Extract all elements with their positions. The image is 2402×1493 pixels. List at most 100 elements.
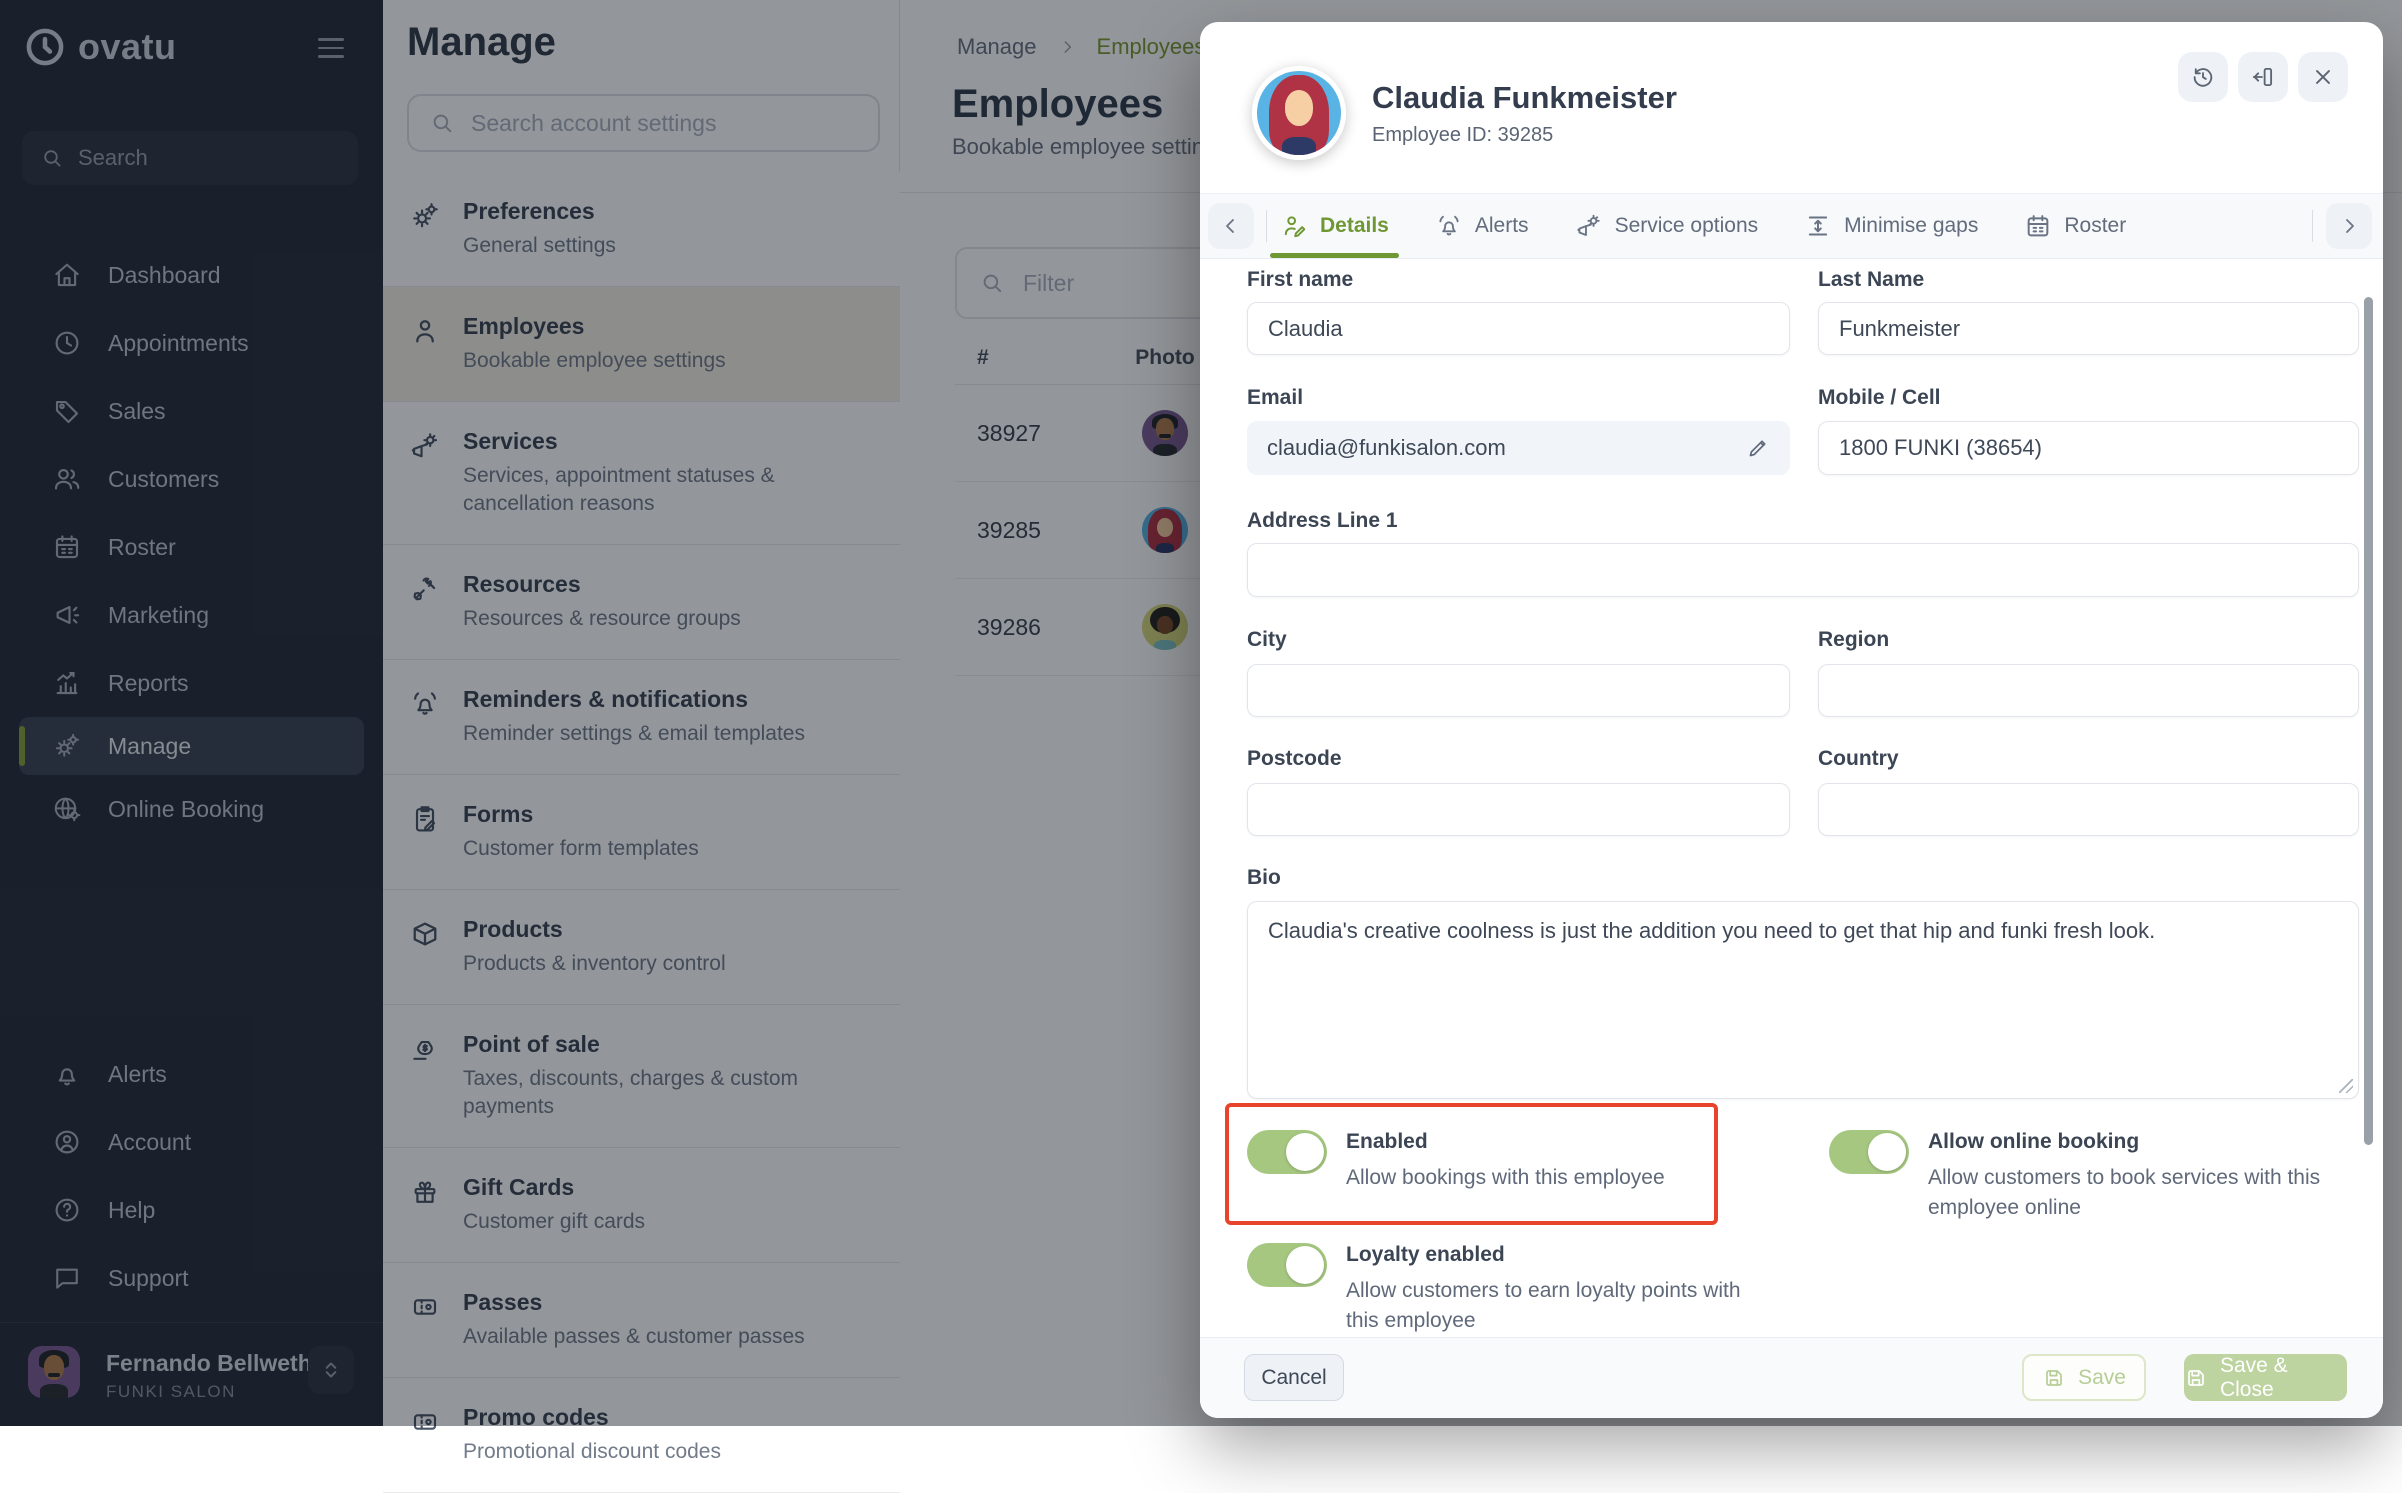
sidebar-item-account[interactable]: Account: [0, 1108, 383, 1176]
bio-textarea[interactable]: Claudia's creative coolness is just the …: [1247, 901, 2359, 1099]
sidebar-item-roster[interactable]: Roster: [0, 513, 383, 581]
city-input[interactable]: [1247, 664, 1790, 717]
city-label: City: [1247, 628, 1287, 651]
tab-minimise-gaps[interactable]: Minimise gaps: [1804, 194, 1978, 258]
sidebar-item-label: Customers: [108, 465, 220, 492]
close-modal-button[interactable]: [2298, 52, 2348, 102]
compress-icon: [1804, 212, 1832, 240]
tab-service-options[interactable]: Service options: [1575, 194, 1758, 258]
settings-item-subtitle: General settings: [463, 234, 616, 257]
toggle-subtitle: Allow bookings with this employee: [1346, 1166, 1665, 1189]
user-profile[interactable]: Fernando Bellwether FUNKI SALON: [0, 1340, 383, 1416]
settings-item-resources[interactable]: Resources Resources & resource groups: [383, 545, 900, 660]
floppy-icon: [2042, 1366, 2066, 1390]
cancel-button[interactable]: Cancel: [1244, 1354, 1344, 1401]
sidebar-item-customers[interactable]: Customers: [0, 445, 383, 513]
sidebar-footer-nav: Alerts Account Help Support: [0, 1040, 383, 1312]
settings-item-reminders[interactable]: Reminders & notifications Reminder setti…: [383, 660, 900, 775]
avatar: [28, 1346, 80, 1398]
tab-roster[interactable]: Roster: [2024, 194, 2126, 258]
allow-online-booking-toggle[interactable]: [1829, 1130, 1909, 1174]
chevron-left-icon: [1219, 214, 1243, 238]
hamburger-menu-icon[interactable]: [318, 38, 344, 58]
sidebar-item-sales[interactable]: Sales: [0, 377, 383, 445]
edit-pencil-icon[interactable]: [1746, 436, 1770, 460]
sidebar-item-alerts[interactable]: Alerts: [0, 1040, 383, 1108]
enabled-toggle[interactable]: [1247, 1130, 1327, 1174]
settings-item-point-of-sale[interactable]: Point of sale Taxes, discounts, charges …: [383, 1005, 900, 1148]
resize-handle[interactable]: [2339, 1079, 2353, 1093]
tab-label: Roster: [2064, 214, 2127, 237]
history-button[interactable]: [2178, 52, 2228, 102]
sidebar-item-online-booking[interactable]: Online Booking: [0, 775, 383, 843]
breadcrumb-manage[interactable]: Manage: [957, 34, 1037, 59]
save-and-close-button[interactable]: Save & Close: [2184, 1354, 2347, 1401]
employee-photo: [1142, 410, 1188, 456]
sidebar-item-support[interactable]: Support: [0, 1244, 383, 1312]
tab-details[interactable]: Details: [1270, 194, 1399, 258]
sidebar-item-manage[interactable]: Manage: [19, 717, 364, 775]
breadcrumb: Manage Employees: [957, 34, 1205, 60]
settings-item-subtitle: Customer gift cards: [463, 1210, 646, 1233]
postcode-input[interactable]: [1247, 783, 1790, 836]
breadcrumb-employees[interactable]: Employees: [1096, 34, 1206, 59]
sidebar-item-reports[interactable]: Reports: [0, 649, 383, 717]
settings-item-title: Gift Cards: [463, 1174, 575, 1200]
modal-footer: Cancel Save Save & Close: [1200, 1337, 2383, 1418]
account-settings-search-input[interactable]: Search account settings: [407, 94, 880, 152]
last-name-input[interactable]: [1818, 302, 2359, 355]
sidebar-item-dashboard[interactable]: Dashboard: [0, 241, 383, 309]
sidebar-item-label: Alerts: [108, 1060, 167, 1087]
sidebar-item-label: Manage: [108, 732, 192, 759]
settings-item-services[interactable]: Services Services, appointment statuses …: [383, 402, 900, 545]
collapse-panel-button[interactable]: [2238, 52, 2288, 102]
region-input[interactable]: [1818, 664, 2359, 717]
address1-input[interactable]: [1247, 543, 2359, 597]
settings-item-products[interactable]: Products Products & inventory control: [383, 890, 900, 1005]
sidebar-item-label: Appointments: [108, 329, 249, 356]
page-subtitle: Bookable employee settings: [952, 134, 1228, 159]
tab-label: Alerts: [1474, 214, 1529, 237]
settings-item-forms[interactable]: Forms Customer form templates: [383, 775, 900, 890]
modal-scrollbar[interactable]: [2364, 297, 2373, 1145]
column-id: #: [977, 346, 989, 369]
mobile-input[interactable]: [1818, 421, 2359, 475]
tab-alerts[interactable]: Alerts: [1435, 194, 1529, 258]
ovatu-logo[interactable]: ovatu: [24, 26, 177, 68]
bio-label: Bio: [1247, 866, 1281, 889]
settings-item-subtitle: Available passes & customer passes: [463, 1325, 805, 1348]
loyalty-enabled-toggle[interactable]: [1247, 1243, 1327, 1287]
sidebar-item-marketing[interactable]: Marketing: [0, 581, 383, 649]
sidebar-item-appointments[interactable]: Appointments: [0, 309, 383, 377]
profile-switcher-button[interactable]: [308, 1346, 354, 1394]
settings-item-title: Passes: [463, 1289, 543, 1315]
employee-name: Claudia Funkmeister: [1372, 80, 1677, 115]
tabs-scroll-left-button[interactable]: [1208, 203, 1254, 249]
tabs-scroll-right-button[interactable]: [2326, 203, 2372, 249]
employee-id-cell: 39285: [977, 516, 1041, 543]
save-button[interactable]: Save: [2022, 1354, 2146, 1401]
settings-item-gift-cards[interactable]: Gift Cards Customer gift cards: [383, 1148, 900, 1263]
profile-org: FUNKI SALON: [106, 1382, 236, 1401]
sidebar-search-input[interactable]: Search: [22, 131, 358, 185]
country-input[interactable]: [1818, 783, 2359, 836]
horn-gear-icon: [1575, 212, 1603, 240]
cancel-label: Cancel: [1261, 1365, 1327, 1389]
person-edit-icon: [1280, 212, 1308, 240]
settings-item-title: Preferences: [463, 198, 595, 224]
email-value: claudia@funkisalon.com: [1267, 435, 1506, 460]
first-name-input[interactable]: [1247, 302, 1790, 355]
settings-item-passes[interactable]: Passes Available passes & customer passe…: [383, 1263, 900, 1378]
settings-item-employees[interactable]: Employees Bookable employee settings: [383, 287, 900, 402]
sidebar-item-help[interactable]: Help: [0, 1176, 383, 1244]
toggle-row-online-booking: Allow online booking Allow customers to …: [1829, 1130, 2369, 1223]
settings-item-preferences[interactable]: Preferences General settings: [383, 172, 900, 287]
search-placeholder: Search account settings: [471, 109, 717, 136]
sidebar-item-label: Sales: [108, 397, 166, 424]
panel-title: Manage: [407, 20, 556, 64]
mobile-label: Mobile / Cell: [1818, 386, 1941, 409]
profile-name: Fernando Bellwether: [106, 1350, 334, 1376]
logo-text: ovatu: [78, 26, 177, 67]
settings-item-title: Point of sale: [463, 1031, 600, 1057]
tab-divider: [2312, 210, 2313, 242]
